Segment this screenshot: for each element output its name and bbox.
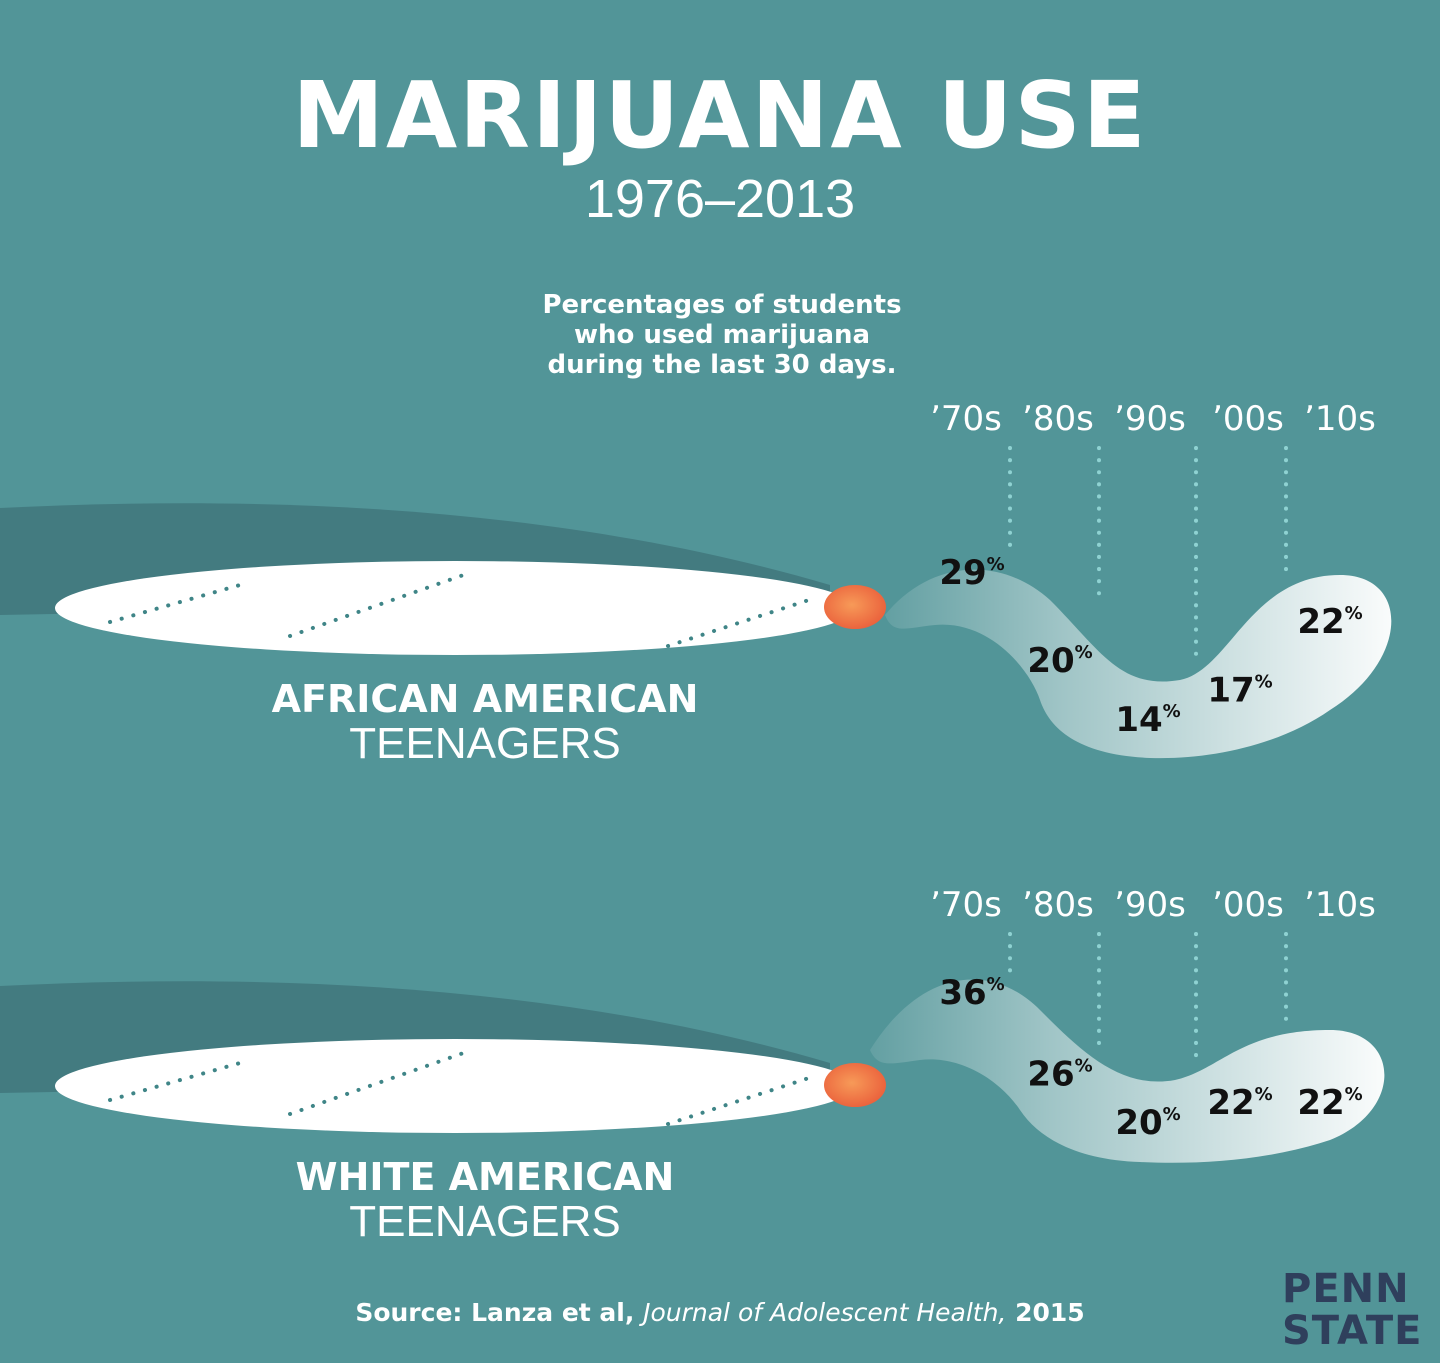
- group-label-bold: WHITE AMERICAN: [295, 1155, 675, 1199]
- series-group: ’70s ’80s ’90s ’00s ’10s 36% 26% 20% 22% 22%: [0, 885, 1385, 1163]
- decade-label: ’00s: [1212, 885, 1284, 925]
- joint-body: [55, 1039, 855, 1133]
- caption-line-2: who used marijuana: [573, 320, 871, 350]
- decade-label: ’90s: [1114, 399, 1186, 439]
- ember: [824, 1063, 886, 1107]
- smoke-trail: [870, 979, 1385, 1163]
- source-year: 2015: [1015, 1298, 1085, 1327]
- joint-dot-line: [288, 1048, 474, 1116]
- caption: Percentages of students who used marijua…: [500, 290, 944, 380]
- decade-label: ’70s: [930, 885, 1002, 925]
- value-label: 20%: [1027, 641, 1092, 681]
- joint-dot-line: [108, 1061, 242, 1102]
- group-label-african-american: AFRICAN AMERICAN TEENAGERS: [230, 680, 740, 766]
- group-label-light: TEENAGERS: [349, 1197, 621, 1246]
- joint-dot-line: [108, 583, 242, 624]
- value-label: 20%: [1115, 1103, 1180, 1143]
- value-label: 22%: [1297, 1083, 1362, 1123]
- source-prefix: Source: Lanza et al,: [355, 1298, 635, 1327]
- series-group: ’70s ’80s ’90s ’00s ’10s 29% 20% 14% 17% 22%: [0, 399, 1392, 759]
- decade-label: ’80s: [1022, 885, 1094, 925]
- logo-line-1: PENN: [1282, 1266, 1410, 1312]
- decade-label: ’00s: [1212, 399, 1284, 439]
- decade-label: ’80s: [1022, 399, 1094, 439]
- value-label: 22%: [1297, 602, 1362, 642]
- decade-label: ’10s: [1304, 885, 1376, 925]
- logo-line-2: STATE: [1282, 1308, 1423, 1354]
- group-label-light: TEENAGERS: [349, 719, 621, 768]
- value-label: 29%: [939, 553, 1004, 593]
- source-journal: Journal of Adolescent Health,: [643, 1298, 1007, 1327]
- joint-body: [55, 561, 855, 655]
- title: MARIJUANA USE: [292, 62, 1148, 169]
- ember: [824, 585, 886, 629]
- smoke-trail: [885, 569, 1392, 759]
- source-note: Source: Lanza et al, Journal of Adolesce…: [0, 1298, 1440, 1327]
- joint-dot-line: [288, 570, 474, 638]
- group-label-bold: AFRICAN AMERICAN: [271, 677, 699, 721]
- value-label: 22%: [1207, 1083, 1272, 1123]
- decade-label: ’90s: [1114, 885, 1186, 925]
- caption-line-3: during the last 30 days.: [547, 350, 897, 380]
- decade-label: ’70s: [930, 399, 1002, 439]
- decade-label: ’10s: [1304, 399, 1376, 439]
- subtitle: 1976–2013: [584, 169, 856, 229]
- joint-dot-line: [666, 1074, 817, 1126]
- value-label: 36%: [939, 973, 1004, 1013]
- group-label-white-american: WHITE AMERICAN TEENAGERS: [230, 1158, 740, 1244]
- value-label: 17%: [1207, 671, 1272, 711]
- caption-line-1: Percentages of students: [542, 290, 902, 320]
- joint-dot-line: [666, 596, 817, 648]
- value-label: 14%: [1115, 700, 1180, 740]
- value-label: 26%: [1027, 1054, 1092, 1094]
- penn-state-logo: PENN STATE: [1282, 1268, 1428, 1352]
